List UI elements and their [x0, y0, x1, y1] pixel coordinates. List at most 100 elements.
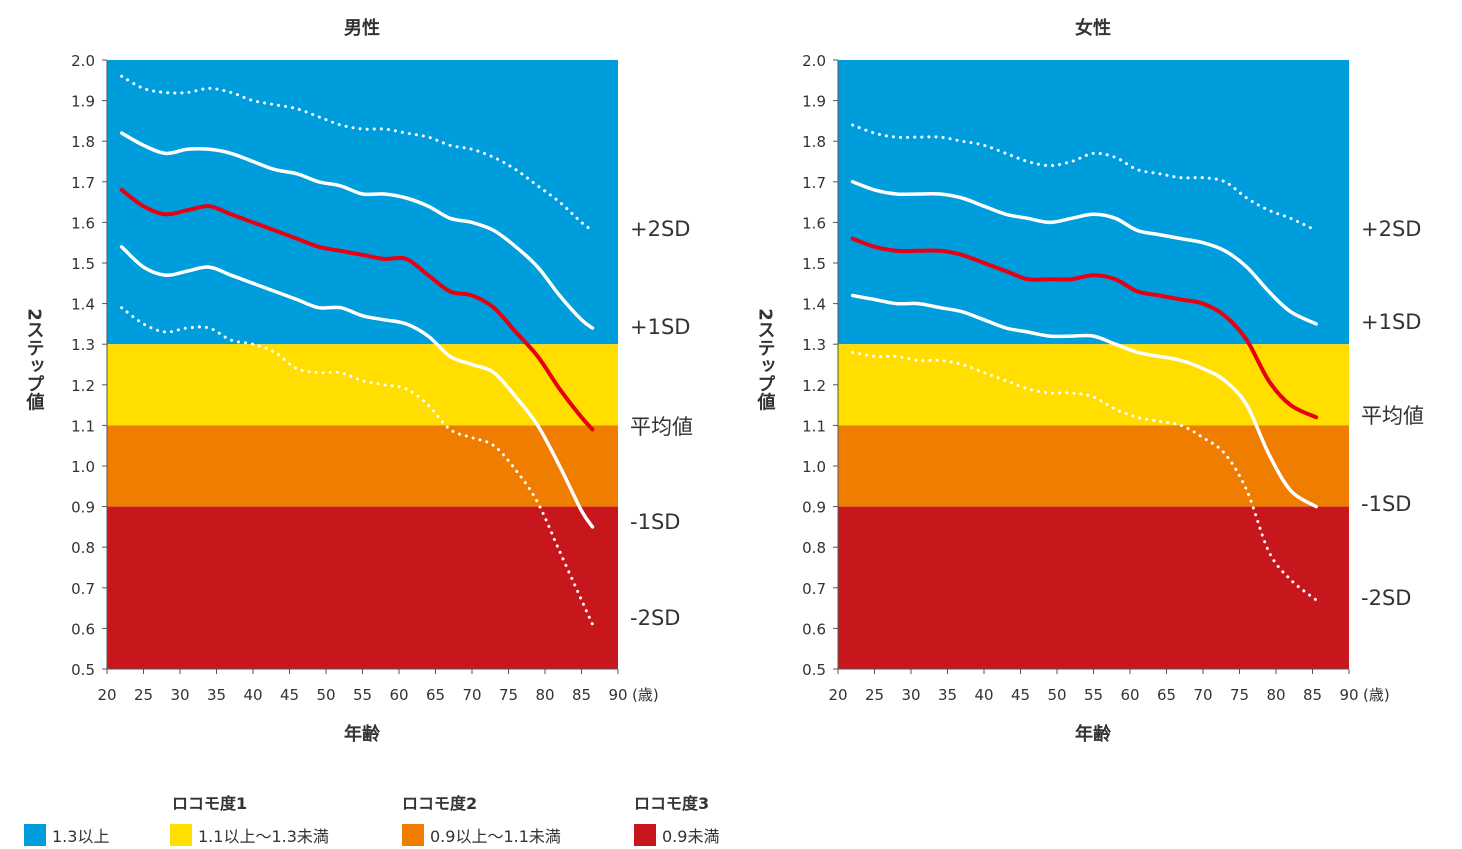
x-tick-label: 20: [97, 686, 116, 704]
y-tick-label: 1.1: [802, 417, 826, 435]
x-tick-label: 60: [1120, 686, 1139, 704]
x-tick-label: 80: [1266, 686, 1285, 704]
legend-heading: ロコモ度1: [172, 794, 248, 813]
x-tick-label: 60: [389, 686, 408, 704]
band-3: [838, 425, 1349, 507]
y-tick-label: 0.5: [71, 661, 95, 679]
y-tick-label: 1.6: [71, 214, 95, 232]
y-tick-label: 0.6: [71, 620, 95, 638]
band-1: [838, 60, 1349, 345]
y-tick-label: 0.7: [71, 580, 95, 598]
y-tick-label: 1.2: [802, 377, 826, 395]
y-axis-title: 2ステップ値: [755, 308, 777, 411]
x-unit-label: (歳): [632, 686, 659, 704]
x-tick-label: 45: [1011, 686, 1030, 704]
series-label-5: -2SD: [1361, 586, 1411, 610]
y-tick-label: 0.6: [802, 620, 826, 638]
x-tick-label: 55: [353, 686, 372, 704]
y-tick-label: 1.0: [802, 458, 826, 476]
chart-title: 男性: [344, 17, 380, 39]
x-tick-label: 75: [1230, 686, 1249, 704]
y-tick-label: 1.7: [71, 174, 95, 192]
y-tick-label: 1.1: [71, 417, 95, 435]
series-line-2: [850, 180, 1318, 326]
y-tick-label: 2.0: [802, 52, 826, 70]
series-label-4: -1SD: [630, 510, 680, 534]
y-tick-label: 1.6: [802, 214, 826, 232]
x-tick-label: 65: [1157, 686, 1176, 704]
x-unit-label: (歳): [1363, 686, 1390, 704]
legend-label: 0.9以上〜1.1未満: [430, 827, 561, 846]
series-label-1: +2SD: [630, 217, 690, 241]
x-tick-label: 40: [243, 686, 262, 704]
y-tick-label: 1.3: [71, 336, 95, 354]
y-axis-title: 2ステップ値: [24, 308, 46, 411]
x-tick-label: 50: [1047, 686, 1066, 704]
x-tick-label: 40: [974, 686, 993, 704]
legend-label: 1.1以上〜1.3未満: [198, 827, 329, 846]
y-tick-label: 1.3: [802, 336, 826, 354]
chart-1: 男性 0.5 0.6 0.7 0.8 0.9 1.0 1.1 1.2 1.3 1.4 1.5 1.6 1.…: [24, 17, 694, 745]
y-tick-label: 1.5: [802, 255, 826, 273]
y-tick-label: 0.8: [802, 539, 826, 557]
x-axis-title: 年齢: [1075, 723, 1112, 745]
series-label-2: +1SD: [630, 315, 690, 339]
band-3: [107, 425, 618, 507]
y-tick-label: 0.7: [802, 580, 826, 598]
band-1: [107, 60, 618, 345]
x-tick-label: 85: [572, 686, 591, 704]
series-line-4: [850, 293, 1318, 509]
x-tick-label: 70: [1193, 686, 1212, 704]
legend-item-2: 1.1以上〜1.3未満: [170, 823, 329, 847]
x-tick-label: 25: [134, 686, 153, 704]
x-tick-label: 20: [828, 686, 847, 704]
y-tick-label: 0.9: [71, 499, 95, 517]
x-tick-label: 30: [901, 686, 920, 704]
chart-title: 女性: [1075, 17, 1111, 39]
band-2: [838, 344, 1349, 426]
legend-item-3: 0.9以上〜1.1未満: [402, 823, 561, 847]
legend-label: 0.9未満: [662, 827, 720, 846]
legend-swatch-yellow: [170, 824, 192, 846]
x-tick-label: 30: [170, 686, 189, 704]
y-tick-label: 1.0: [71, 458, 95, 476]
series-label-5: -2SD: [630, 606, 680, 630]
x-tick-label: 80: [535, 686, 554, 704]
x-tick-label: 35: [207, 686, 226, 704]
y-tick-label: 0.8: [71, 539, 95, 557]
y-tick-label: 0.9: [802, 499, 826, 517]
x-axis-title: 年齢: [344, 723, 381, 745]
series-line-3: [119, 187, 595, 432]
x-tick-label: 65: [426, 686, 445, 704]
y-tick-label: 1.8: [802, 133, 826, 151]
y-tick-label: 1.5: [71, 255, 95, 273]
y-tick-label: 1.2: [71, 377, 95, 395]
x-tick-label: 55: [1084, 686, 1103, 704]
series-label-2: +1SD: [1361, 310, 1421, 334]
x-tick-label: 85: [1303, 686, 1322, 704]
series-label-1: +2SD: [1361, 217, 1421, 241]
y-tick-label: 1.8: [71, 133, 95, 151]
series-label-3: 平均値: [630, 415, 693, 439]
band-2: [107, 344, 618, 426]
series-line-1: [851, 123, 1318, 232]
series-line-4: [119, 245, 595, 529]
y-tick-label: 1.9: [71, 93, 95, 111]
x-tick-label: 90: [608, 686, 627, 704]
y-tick-label: 1.4: [71, 296, 95, 314]
x-tick-label: 25: [865, 686, 884, 704]
x-tick-label: 50: [316, 686, 335, 704]
band-4: [838, 506, 1349, 669]
x-tick-label: 45: [280, 686, 299, 704]
y-tick-label: 1.4: [802, 296, 826, 314]
legend-label: 1.3以上: [52, 827, 110, 846]
legend-item-4: 0.9未満: [634, 823, 719, 847]
series-label-3: 平均値: [1361, 404, 1424, 428]
x-tick-label: 75: [499, 686, 518, 704]
y-tick-label: 0.5: [802, 661, 826, 679]
series-line-5: [851, 350, 1318, 602]
x-tick-label: 70: [462, 686, 481, 704]
legend-heading: ロコモ度2: [402, 794, 478, 813]
legend-heading: ロコモ度3: [634, 794, 710, 813]
